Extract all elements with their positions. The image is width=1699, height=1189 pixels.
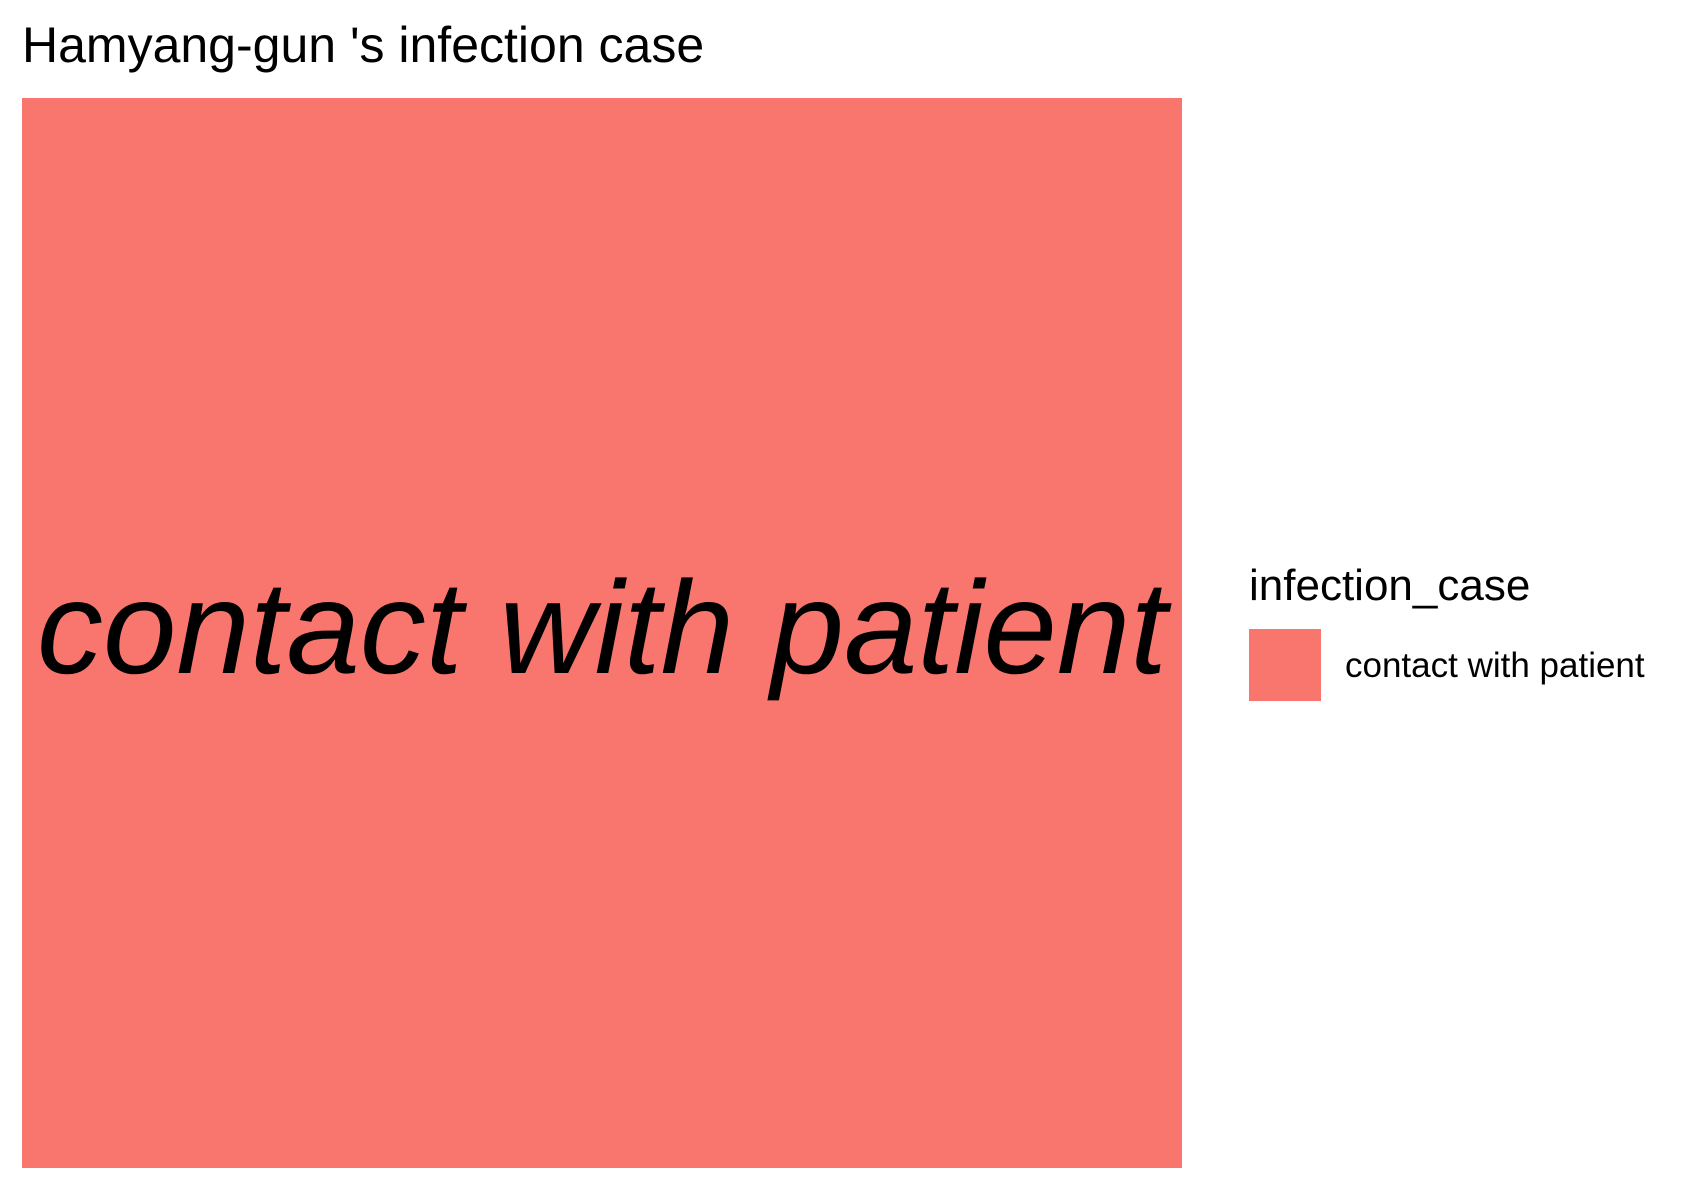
- legend-title: infection_case: [1249, 561, 1530, 610]
- legend-items: contact with patient: [1249, 629, 1645, 701]
- treemap-tiles: contact with patient: [22, 98, 1182, 1168]
- legend-label: contact with patient: [1345, 646, 1645, 685]
- treemap-tile: [22, 98, 1182, 1168]
- chart-title: Hamyang-gun 's infection case: [22, 17, 704, 73]
- legend-key: [1249, 629, 1321, 701]
- treemap-tile-label: contact with patient: [37, 554, 1172, 701]
- legend: infection_case contact with patient: [1249, 561, 1645, 701]
